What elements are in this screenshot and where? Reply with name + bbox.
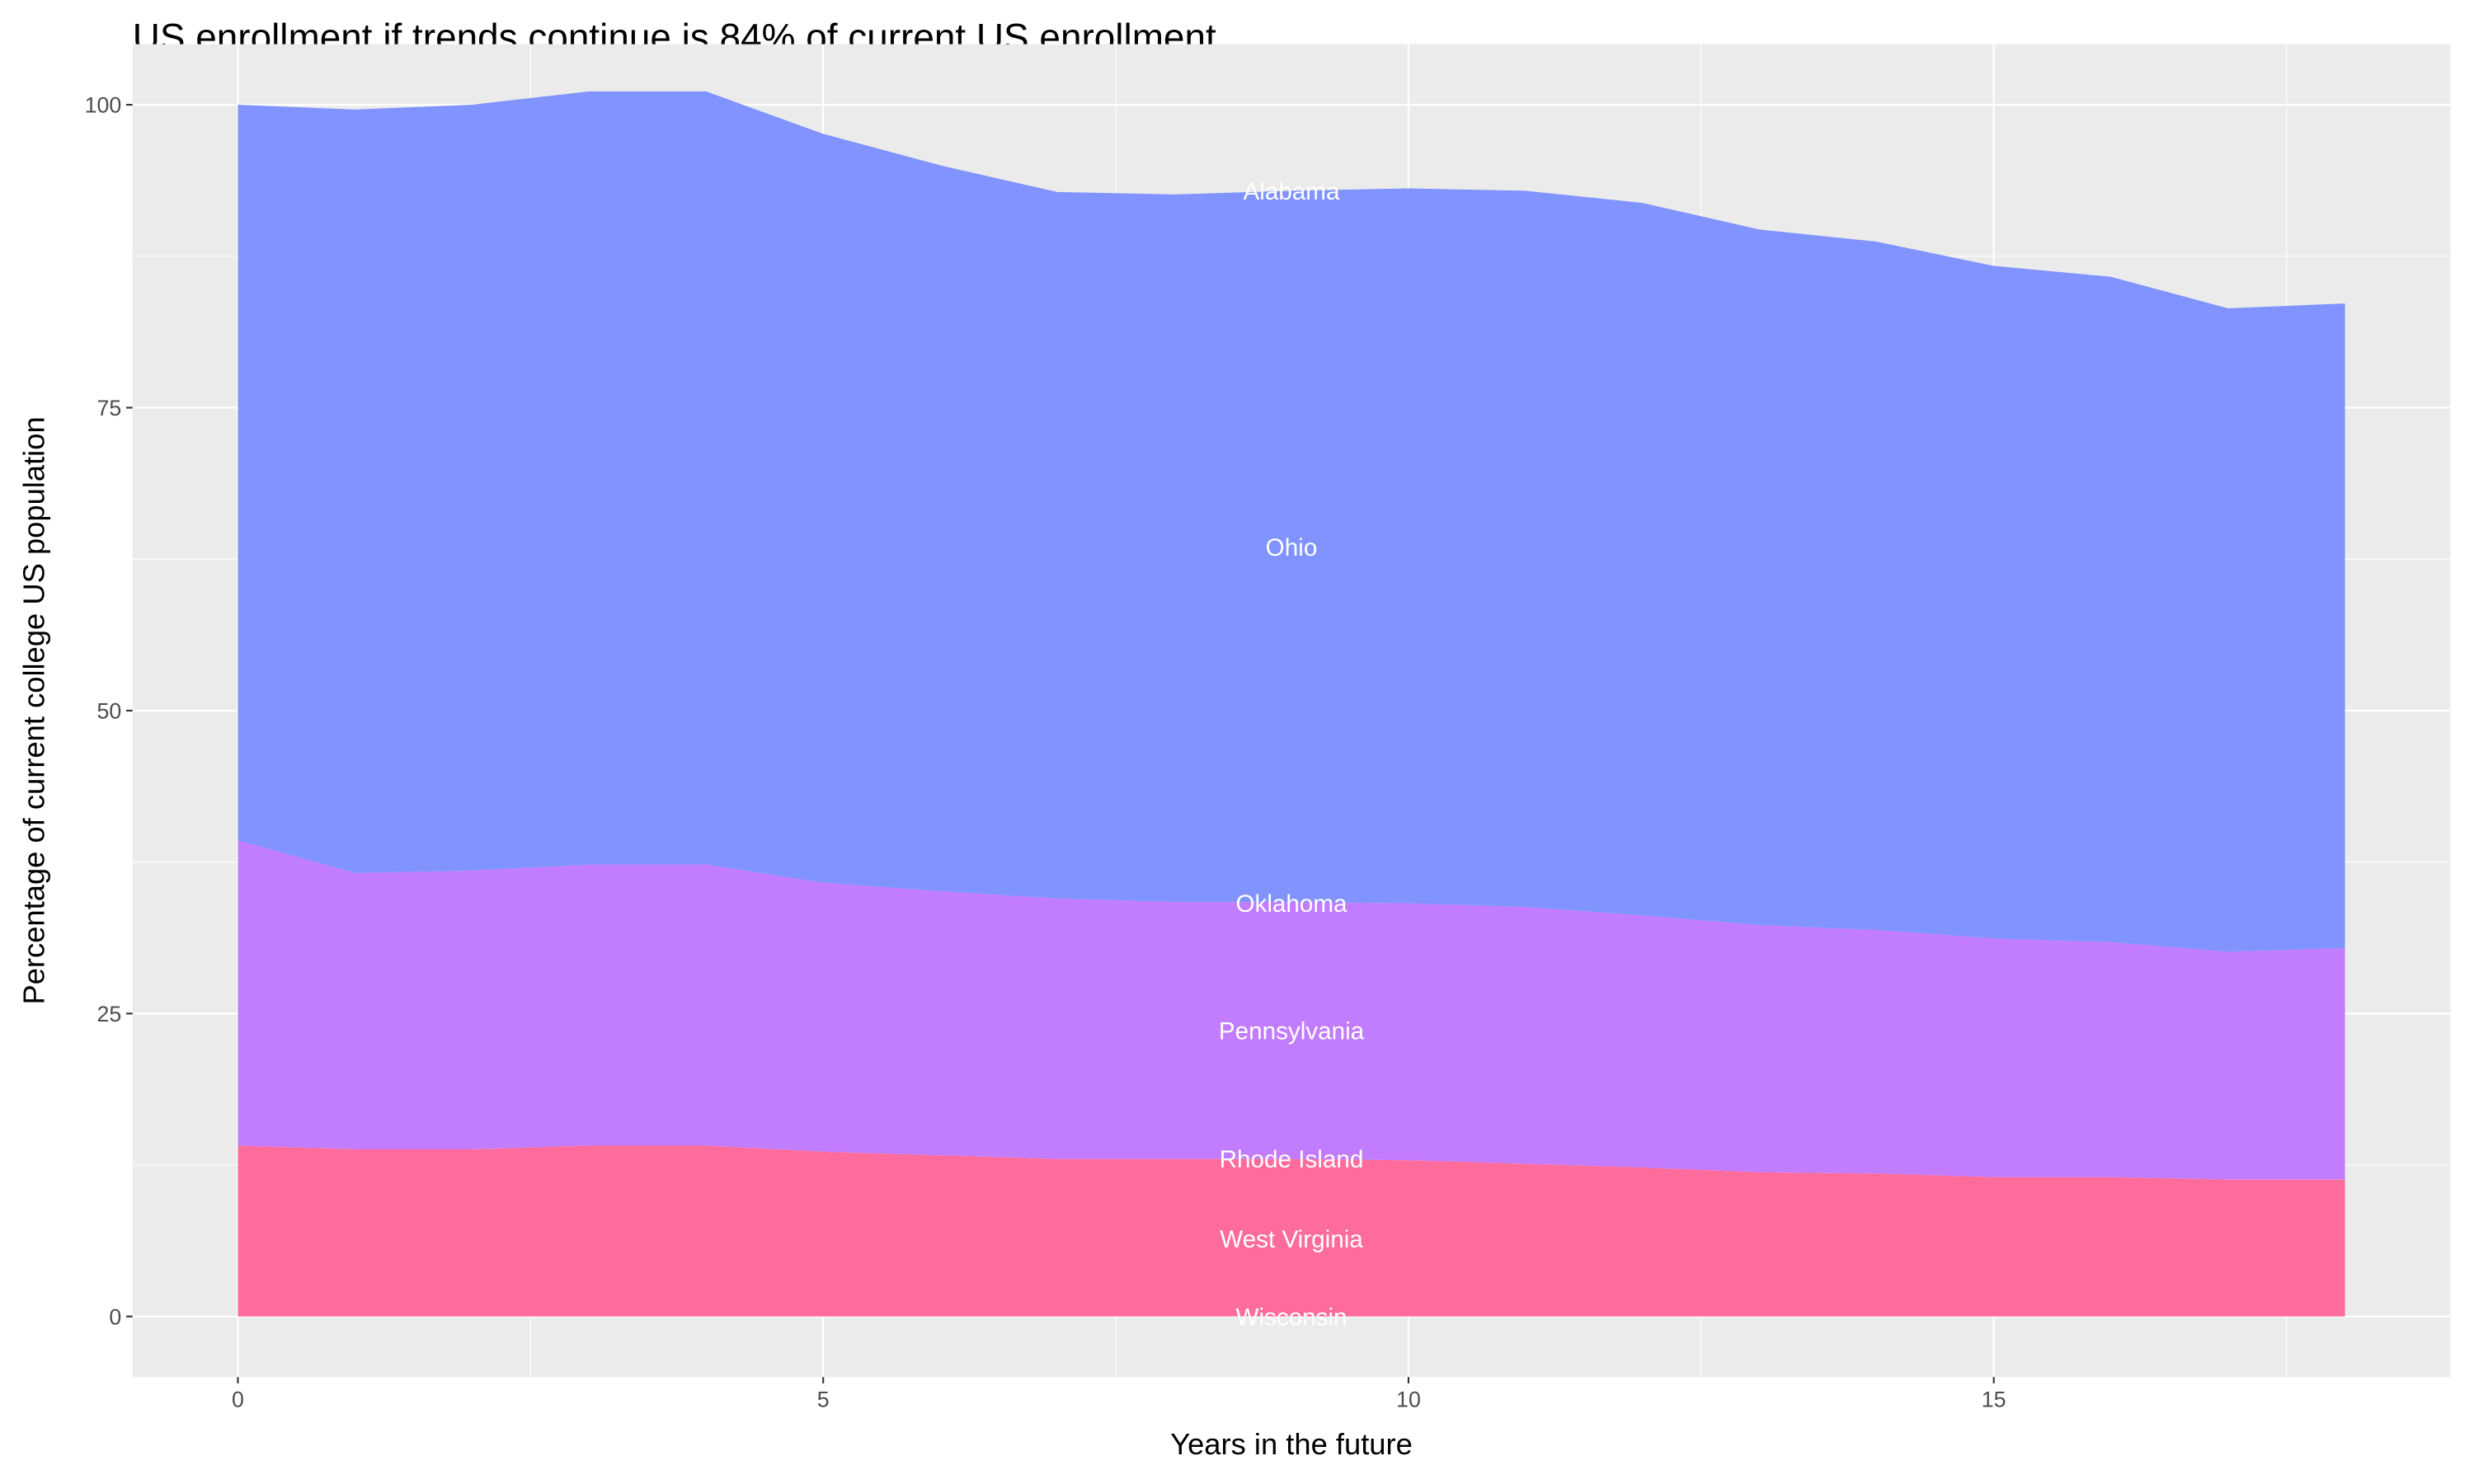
area-series-3	[238, 91, 2345, 952]
annotation-label: West Virginia	[1220, 1226, 1363, 1253]
annotation-label: Rhode Island	[1220, 1146, 1364, 1173]
annotation-label: Oklahoma	[1235, 890, 1348, 918]
area-series-2	[238, 840, 2345, 1180]
annotation-label: Ohio	[1266, 534, 1318, 561]
annotation-label: Alabama	[1244, 178, 1341, 205]
annotation-label: Wisconsin	[1235, 1303, 1347, 1331]
y-tick-label: 50	[97, 698, 122, 723]
annotation-label: Pennsylvania	[1219, 1017, 1365, 1045]
y-tick-label: 25	[97, 1002, 122, 1026]
y-axis-title: Percentage of current college US populat…	[17, 416, 51, 1004]
annotations: Alabama Ohio Oklahoma Pennsylvania Rhode Isl…	[1219, 178, 1365, 1331]
x-axis-title: Years in the future	[1170, 1427, 1413, 1461]
x-tick-label: 10	[1396, 1388, 1421, 1412]
area-series-1	[238, 1145, 2345, 1317]
axis-ticks: 0 5 10 15 0 25 50 75 100	[85, 93, 2006, 1412]
y-tick-label: 100	[85, 93, 122, 118]
stacked-areas	[238, 91, 2345, 1317]
y-tick-label: 0	[109, 1304, 121, 1329]
x-tick-label: 15	[1982, 1388, 2006, 1412]
x-tick-label: 0	[232, 1388, 244, 1412]
x-tick-label: 5	[817, 1388, 830, 1412]
y-tick-label: 75	[97, 396, 122, 420]
